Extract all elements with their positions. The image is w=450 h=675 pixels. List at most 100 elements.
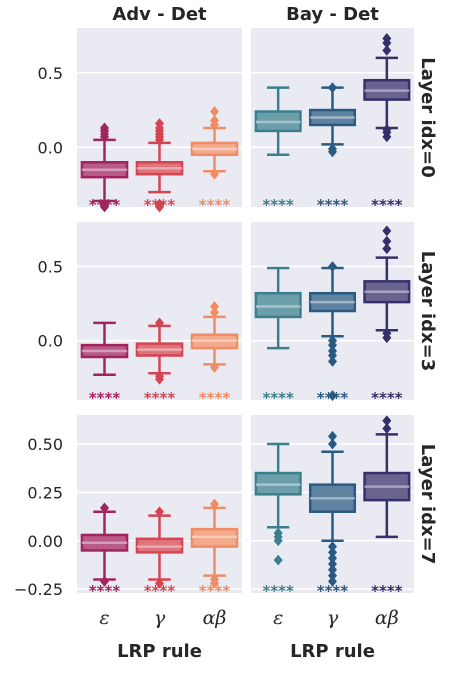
- outlier-point: [328, 541, 337, 552]
- outlier-point: [155, 577, 164, 589]
- box-2: ****: [190, 301, 239, 407]
- outlier-point: [155, 201, 164, 213]
- outlier-point: [155, 373, 164, 385]
- y-tick-label: −0.25: [14, 580, 63, 599]
- outlier-point: [100, 122, 109, 134]
- panel-bay-row-0: **** **** ****: [251, 28, 414, 214]
- box-0: ****: [80, 321, 129, 407]
- outlier-point: [328, 570, 337, 581]
- box-2: ****: [190, 498, 239, 600]
- outlier-point: [328, 339, 337, 351]
- outlier-point: [210, 115, 219, 126]
- outlier-point: [155, 317, 164, 329]
- row-title: Layer idx=3: [417, 251, 438, 371]
- significance-label: ****: [199, 582, 231, 600]
- outlier-point: [382, 423, 392, 434]
- significance-label: ****: [262, 196, 294, 214]
- significance-label: ****: [199, 389, 231, 407]
- box-0: ****: [254, 266, 302, 407]
- outlier-point: [382, 332, 392, 344]
- box-2: ****: [363, 33, 411, 214]
- outlier-point: [273, 535, 283, 547]
- outlier-point: [328, 82, 337, 94]
- x-tick-label: ε: [99, 607, 109, 629]
- outlier-point: [210, 307, 219, 318]
- x-tick-label: γ: [154, 607, 166, 629]
- row-title: Layer idx=7: [417, 444, 438, 564]
- row-title: Layer idx=0: [417, 57, 438, 177]
- box-2: ****: [190, 106, 239, 214]
- significance-label: ****: [144, 582, 176, 600]
- box-1: ****: [308, 430, 357, 600]
- significance-label: ****: [317, 582, 349, 600]
- box-1: ****: [135, 118, 184, 214]
- box-0: ****: [254, 442, 302, 600]
- outlier-point: [273, 554, 283, 566]
- x-tick-label: αβ: [375, 607, 399, 629]
- outlier-point: [328, 558, 337, 570]
- outlier-point: [328, 350, 337, 361]
- y-tick-label: 0.00: [27, 532, 63, 551]
- x-tick-label: ε: [273, 607, 283, 629]
- significance-label: ****: [262, 582, 294, 600]
- column-title: Bay - Det: [286, 4, 379, 25]
- y-tick-label: 0.25: [27, 483, 63, 502]
- panel-adv-row-0: **** **** ****: [77, 28, 242, 214]
- outlier-point: [328, 438, 337, 450]
- outlier-point: [100, 201, 109, 213]
- box-1: ****: [135, 317, 184, 407]
- outlier-point: [382, 225, 392, 237]
- outlier-point: [210, 106, 219, 117]
- panel-bay-row-1: **** **** ****: [251, 222, 414, 407]
- x-axis-label: LRP rule: [117, 641, 202, 662]
- outlier-point: [328, 261, 337, 272]
- significance-label: ****: [89, 582, 121, 600]
- outlier-point: [328, 430, 337, 442]
- outlier-point: [382, 235, 392, 247]
- outlier-point: [210, 301, 219, 312]
- box-0: ****: [80, 502, 129, 600]
- significance-label: ****: [262, 389, 294, 407]
- significance-label: ****: [371, 582, 403, 600]
- outlier-point: [328, 546, 337, 558]
- outlier-point: [155, 506, 164, 518]
- significance-label: ****: [89, 196, 121, 214]
- outlier-point: [210, 168, 219, 180]
- box-1: ****: [308, 261, 357, 407]
- outlier-point: [100, 502, 109, 514]
- significance-label: ****: [144, 389, 176, 407]
- significance-label: ****: [317, 196, 349, 214]
- outlier-point: [155, 118, 164, 129]
- y-tick-label: 0.5: [38, 64, 63, 83]
- outlier-point: [100, 575, 109, 587]
- outlier-point: [382, 33, 392, 44]
- significance-label: ****: [371, 389, 403, 407]
- outlier-point: [328, 564, 337, 576]
- outlier-point: [382, 415, 392, 427]
- box-0: ****: [254, 86, 302, 214]
- y-tick-label: 0.5: [38, 258, 63, 277]
- y-tick-label: 0.50: [27, 435, 63, 454]
- outlier-point: [382, 243, 392, 255]
- significance-label: ****: [317, 389, 349, 407]
- outlier-point: [382, 44, 392, 56]
- x-axis-label: LRP rule: [290, 641, 375, 662]
- panel-adv-row-1: **** **** ****: [77, 222, 242, 407]
- panel-bay-row-2: **** **** ****: [251, 415, 414, 600]
- box-1: ****: [308, 82, 357, 214]
- outlier-point: [210, 498, 219, 510]
- outlier-point: [328, 575, 337, 587]
- box-2: ****: [363, 415, 411, 600]
- outlier-point: [328, 552, 337, 564]
- x-tick-label: γ: [327, 607, 339, 629]
- box-2: ****: [363, 225, 411, 407]
- panel-adv-row-2: **** **** ****: [77, 415, 242, 600]
- significance-label: ****: [89, 389, 121, 407]
- y-tick-label: 0.0: [38, 138, 63, 157]
- significance-label: ****: [371, 196, 403, 214]
- column-title: Adv - Det: [112, 4, 207, 25]
- box-1: ****: [135, 506, 184, 600]
- outlier-point: [210, 577, 219, 589]
- outlier-point: [328, 356, 337, 367]
